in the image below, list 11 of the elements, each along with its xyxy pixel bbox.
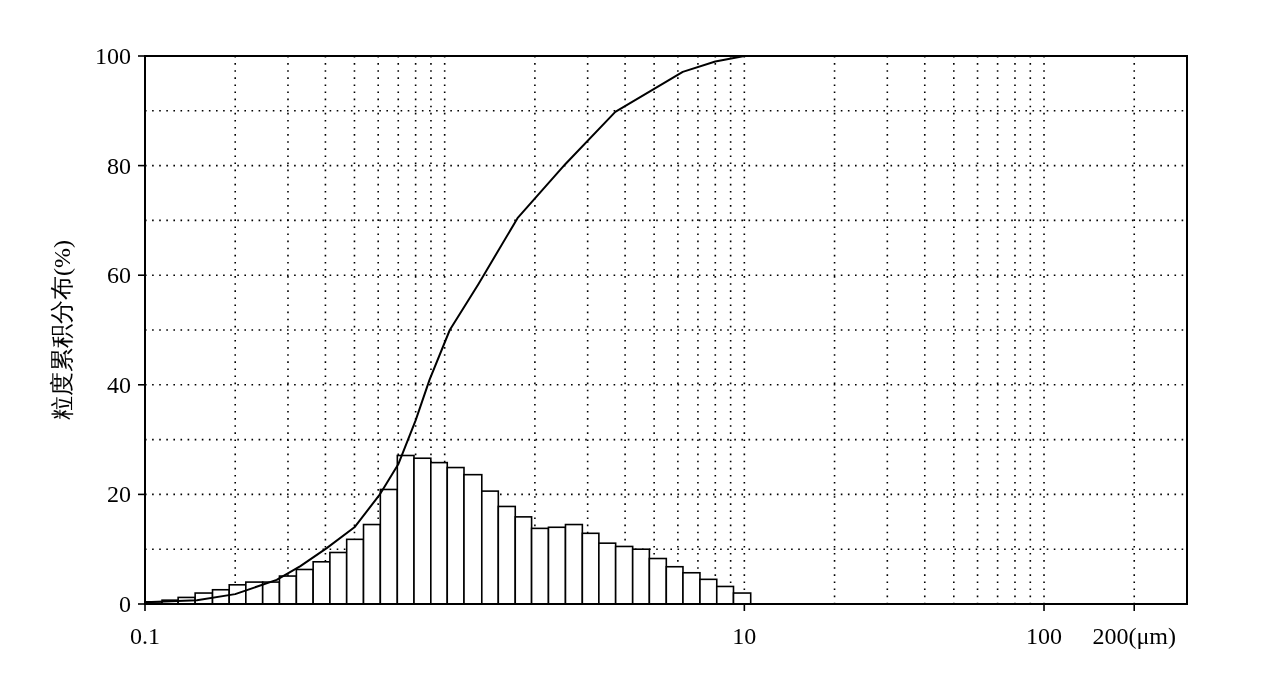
y-tick-label: 40: [107, 371, 131, 398]
y-tick-label: 80: [107, 152, 131, 179]
x-tick-label: 0.1: [130, 623, 160, 649]
y-tick-label: 100: [95, 43, 131, 69]
y-axis-title: 粒度累积分布(%): [49, 240, 75, 420]
x-tick-label: 10: [732, 623, 757, 649]
x-tick-label: 200(μm): [1092, 623, 1176, 649]
x-tick-label: 100: [1026, 623, 1063, 649]
y-tick-label: 0: [119, 591, 131, 617]
y-tick-label: 60: [107, 262, 131, 289]
y-tick-label: 20: [107, 481, 131, 508]
